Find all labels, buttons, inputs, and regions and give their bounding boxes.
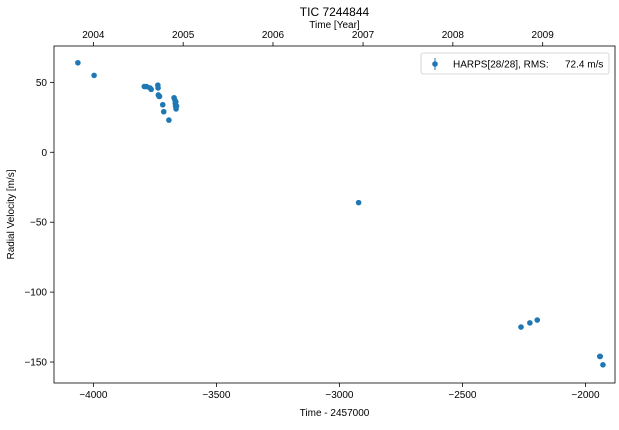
legend-series-name: HARPS[28/28], RMS:: [453, 60, 549, 71]
y-axis-label: Radial Velocity [m/s]: [6, 169, 17, 259]
data-point: [160, 108, 167, 115]
data-point: [355, 199, 362, 206]
top-tick-label: 2008: [442, 30, 465, 41]
y-axis-ticks: 50 0 −50 −100 −150: [24, 78, 54, 369]
data-point: [173, 103, 180, 109]
data-point: [159, 101, 166, 108]
legend-box: [420, 52, 610, 75]
data-point: [148, 86, 154, 93]
y-tick-label: −50: [30, 218, 47, 229]
top-tick-label: 2004: [82, 30, 105, 41]
y-tick-label: 0: [41, 148, 47, 159]
chart-title: TIC 7244844: [300, 5, 370, 19]
legend-rms-value: 72.4 m/s: [565, 60, 603, 71]
data-point: [156, 93, 163, 100]
data-point: [527, 320, 533, 326]
plot-frame: [53, 45, 616, 384]
top-tick-label: 2007: [352, 30, 375, 41]
x-axis-ticks: −4000 −3500 −3000 −2500 −2000: [79, 383, 600, 401]
data-point: [534, 317, 541, 323]
x-tick-label: −2500: [448, 390, 477, 401]
data-point: [75, 59, 81, 66]
data-point: [597, 353, 604, 360]
top-tick-label: 2006: [262, 30, 285, 41]
data-points: [75, 59, 606, 368]
data-point: [166, 117, 172, 123]
top-axis-label: Time [Year]: [309, 20, 360, 31]
legend-marker: [432, 58, 438, 70]
top-tick-label: 2009: [532, 30, 555, 41]
x-axis-label: Time - 2457000: [300, 408, 370, 419]
legend-marker-dot: [432, 61, 438, 67]
top-tick-label: 2005: [172, 30, 195, 41]
x-tick-label: −3000: [325, 390, 354, 401]
data-point: [518, 324, 524, 330]
data-point: [600, 362, 606, 368]
legend: HARPS[28/28], RMS: 72.4 m/s: [420, 52, 610, 75]
y-tick-label: −100: [24, 288, 47, 299]
y-tick-label: 50: [36, 78, 48, 89]
x-tick-label: −2000: [571, 390, 600, 401]
x-tick-label: −3500: [202, 390, 231, 401]
top-axis-ticks: 2004 2005 2006 2007 2008 2009: [82, 30, 554, 46]
data-point: [172, 99, 179, 105]
data-point: [91, 72, 97, 79]
x-tick-label: −4000: [79, 390, 108, 401]
data-point: [155, 85, 161, 91]
y-tick-label: −150: [24, 358, 47, 369]
